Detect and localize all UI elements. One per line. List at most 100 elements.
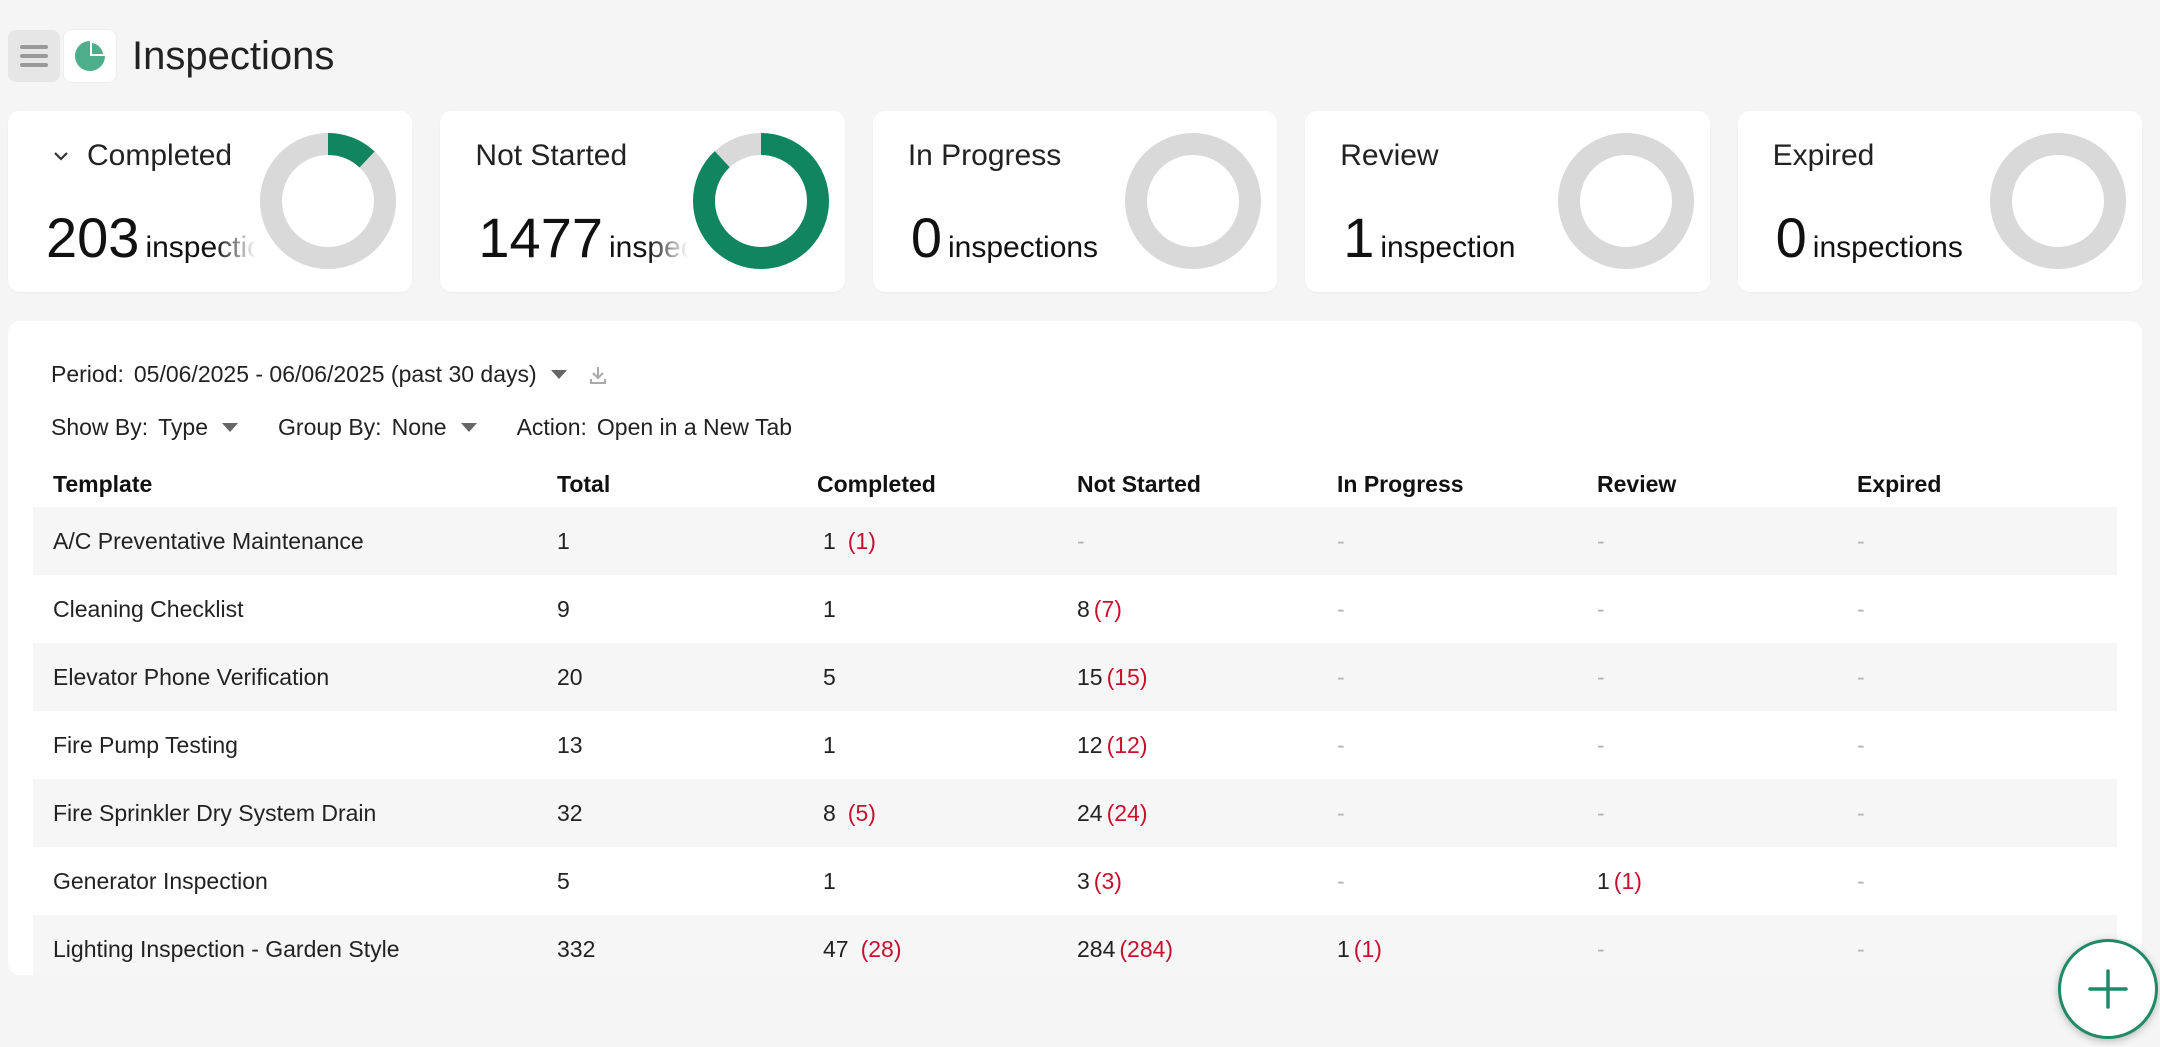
action-filter: Action: Open in a New Tab (517, 414, 793, 441)
card-expired[interactable]: Expired 0 inspections (1737, 111, 2143, 292)
count-value: 203 (46, 206, 140, 269)
overdue-count: (1) (1613, 867, 1642, 894)
cell-value: 9 (557, 595, 570, 622)
card-expired-count: 0 inspections (1776, 205, 1963, 270)
card-not-started-label: Not Started (475, 139, 628, 172)
column-header-review[interactable]: Review (1597, 470, 1677, 497)
donut-track (1125, 133, 1262, 269)
table-row[interactable]: Generator Inspection 5 1 3 (3) -1 (1) - (33, 847, 2117, 915)
column-header-expired[interactable]: Expired (1857, 470, 1942, 497)
column-header-completed[interactable]: Completed (817, 470, 936, 497)
cell-value: 32 (557, 799, 583, 826)
cell-value: Elevator Phone Verification (53, 663, 330, 690)
card-label: Review (1340, 139, 1438, 173)
cell-value: - (1857, 935, 1865, 962)
review-donut-chart (1557, 133, 1694, 269)
table-row[interactable]: Lighting Inspection - Garden Style 332 47 (… (33, 915, 2117, 975)
summary-cards: Completed 203inspections Not Started 147… (8, 111, 2143, 292)
cell-not-started: 3 (3) (1057, 847, 1317, 915)
cell-in-progress: - (1317, 847, 1577, 915)
download-icon[interactable] (589, 365, 607, 385)
table-row[interactable]: Fire Pump Testing 13 1 12 (12) - - - (33, 711, 2117, 779)
overdue-count: (7) (1093, 595, 1122, 622)
cell-template[interactable]: A/C Preventative Maintenance (33, 507, 537, 575)
caret-down-icon[interactable] (222, 423, 239, 432)
action-dropdown[interactable]: Open in a New Tab (596, 414, 793, 440)
cell-value: - (1597, 595, 1605, 622)
cell-value: 12 (1077, 731, 1103, 758)
card-completed-label: Completed (87, 139, 233, 172)
cell-review: - (1577, 779, 1837, 847)
card-in-progress[interactable]: In Progress 0 inspections (872, 111, 1278, 292)
chevron-down-icon[interactable] (53, 145, 69, 168)
card-review[interactable]: Review 1 inspection (1305, 111, 1710, 292)
table-row[interactable]: A/C Preventative Maintenance 1 1 (1) - - - - (33, 507, 2117, 575)
cell-in-progress: - (1317, 507, 1577, 575)
column-header-not-started[interactable]: Not Started (1077, 470, 1201, 497)
caret-down-icon[interactable] (460, 423, 477, 432)
cell-template[interactable]: Lighting Inspection - Garden Style (33, 915, 537, 975)
cell-template[interactable]: Cleaning Checklist (33, 575, 537, 643)
overdue-count: (12) (1106, 731, 1148, 758)
card-completed-count: 203inspections (46, 205, 256, 270)
card-label: In Progress (908, 139, 1061, 173)
action-label: Action: (516, 414, 587, 440)
overdue-count: (1) (1353, 935, 1382, 962)
table-row[interactable]: Cleaning Checklist 9 1 8 (7) - - - (33, 575, 2117, 643)
inspections-panel: Period: 05/06/2025 - 06/06/2025 (past 30… (8, 321, 2142, 975)
show-by-dropdown[interactable]: Type (158, 414, 209, 440)
cell-template[interactable]: Generator Inspection (33, 847, 537, 915)
pie-chart-icon[interactable] (64, 30, 116, 82)
cell-not-started: 24 (24) (1057, 779, 1317, 847)
cell-value: 8 (823, 799, 836, 826)
cell-value: - (1337, 867, 1345, 894)
cell-expired: - (1837, 643, 2117, 711)
expired-donut-chart (1990, 133, 2127, 269)
show-by-label: Show By: (51, 414, 149, 440)
cell-in-progress: - (1317, 779, 1577, 847)
add-inspection-button[interactable] (2058, 939, 2158, 1039)
cell-review: - (1577, 575, 1837, 643)
cell-completed: 47 (28) (797, 915, 1057, 975)
cell-template[interactable]: Elevator Phone Verification (33, 643, 537, 711)
cell-value: A/C Preventative Maintenance (53, 527, 364, 554)
table-row[interactable]: Fire Sprinkler Dry System Drain 32 8 (5) 24(… (33, 779, 2117, 847)
card-not-started[interactable]: Not Started 1477inspections (440, 111, 845, 292)
cell-template[interactable]: Fire Sprinkler Dry System Drain (33, 779, 537, 847)
overdue-count: (5) (847, 799, 876, 826)
donut-track (1990, 133, 2127, 269)
count-value: 1 (1343, 206, 1375, 269)
cell-review: - (1577, 915, 1837, 975)
view-options-row: Show By: Type Group By: None Action: Ope… (51, 414, 832, 441)
column-header-in-progress[interactable]: In Progress (1337, 470, 1464, 497)
card-completed[interactable]: Completed 203inspections (8, 111, 413, 292)
cell-total: 5 (537, 847, 797, 915)
cell-review: - (1577, 643, 1837, 711)
menu-button[interactable] (8, 30, 60, 82)
cell-not-started: 8 (7) (1057, 575, 1317, 643)
cell-value: - (1337, 731, 1345, 758)
group-by-dropdown[interactable]: None (391, 414, 447, 440)
table-row[interactable]: Elevator Phone Verification 20 5 15 (15) - - - (33, 643, 2117, 711)
cell-total: 1 (537, 507, 797, 575)
menu-icon-bar (20, 45, 48, 49)
donut-fill (692, 133, 829, 269)
column-header-total[interactable]: Total (557, 470, 611, 497)
cell-expired: - (1837, 507, 2117, 575)
cell-value: - (1337, 799, 1345, 826)
cell-value: - (1337, 527, 1345, 554)
cell-template[interactable]: Fire Pump Testing (33, 711, 537, 779)
cell-value: 5 (823, 663, 836, 690)
text-fade (216, 201, 256, 281)
period-filter: Period: 05/06/2025 - 06/06/2025 (past 30… (51, 361, 607, 388)
column-header-template[interactable]: Template (53, 470, 153, 497)
cell-total: 32 (537, 779, 797, 847)
cell-in-progress: - (1317, 711, 1577, 779)
cell-value: 1 (1597, 867, 1610, 894)
cell-completed: 8 (5) (797, 779, 1057, 847)
period-dropdown[interactable]: 05/06/2025 - 06/06/2025 (past 30 days) (133, 361, 537, 387)
count-value: 1477 (478, 206, 603, 269)
card-label: Expired (1773, 139, 1875, 173)
caret-down-icon[interactable] (550, 370, 567, 379)
in-progress-donut-chart (1125, 133, 1262, 269)
